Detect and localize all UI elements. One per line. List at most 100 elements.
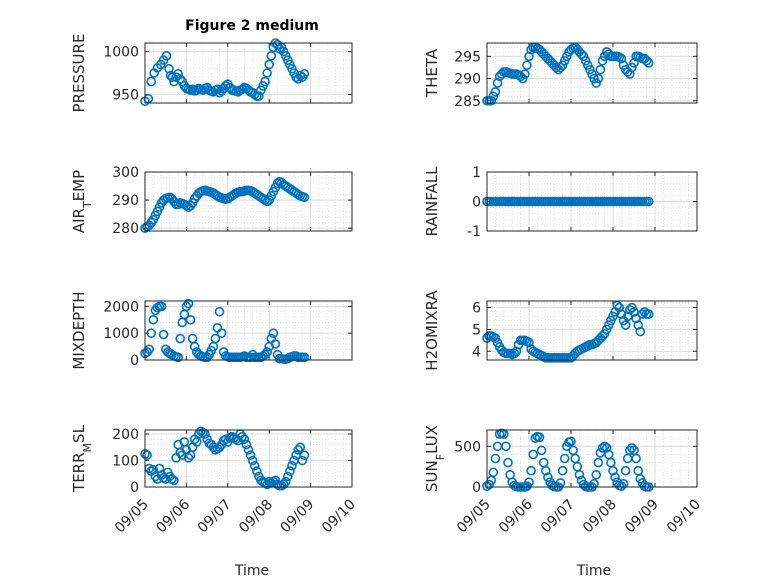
subplot-8-data-point	[559, 453, 570, 464]
subplot-2-data-point	[517, 73, 528, 84]
subplot-8-data-point	[501, 441, 511, 452]
subplot-7-data-point	[299, 450, 310, 460]
subplot-7-data-point	[283, 471, 293, 482]
subplot-5-y-tick-label: 0	[130, 353, 139, 369]
subplot-2-data-point	[557, 60, 568, 71]
subplot-2-data-point	[627, 62, 637, 73]
subplot-2-data-point	[578, 51, 589, 62]
subplot-5: 0 1000 2000 MIXDEPTH	[70, 291, 353, 370]
subplot-5-y-tick-label: 1000	[103, 326, 139, 342]
subplot-7-data-point	[280, 476, 291, 487]
subplot-2-data-point	[559, 55, 570, 66]
subplot-2-data-point	[519, 69, 530, 79]
subplot-6-data-point	[614, 302, 625, 313]
subplot-1-data-point	[175, 74, 185, 84]
subplot-8-data-point	[574, 469, 585, 480]
subplot-3-data-point	[299, 192, 310, 203]
subplot-1-y-tick-label: 1000	[103, 45, 139, 61]
subplot-2-data-point	[641, 55, 652, 66]
subplot-5-data-point	[173, 352, 183, 363]
subplot-8-y-tick-label: 0	[472, 480, 481, 496]
subplot-7-data-point	[287, 460, 297, 471]
subplot-7-data-point	[285, 466, 295, 476]
subplot-5-data-point	[181, 301, 192, 312]
subplot-7-data-point	[251, 466, 262, 476]
subplot-1-data-point	[266, 51, 277, 61]
subplot-2-data-point	[643, 58, 654, 68]
subplot-6: 4 5 6 H2OMIXRA	[423, 290, 698, 371]
subplot-3-y-tick-label: 300	[112, 165, 139, 181]
subplot-6-data-point	[631, 313, 641, 324]
subplot-8-data-point	[618, 478, 629, 489]
subplot-7-y-tick-label: 200	[112, 427, 139, 443]
subplot-2-data-point	[561, 51, 572, 62]
subplot-2-frame	[486, 42, 698, 104]
subplot-8-frame	[486, 429, 698, 488]
subplot-7-data-point	[237, 431, 248, 442]
subplot-4-data-point	[643, 196, 654, 207]
subplot-8-data-point	[616, 481, 627, 491]
subplot-8-data-point	[589, 478, 599, 489]
subplot-1-data-point	[146, 76, 157, 87]
subplot-7-data-point	[183, 453, 194, 463]
subplot-2-data-point	[595, 64, 606, 75]
subplot-6-frame	[486, 300, 698, 361]
subplot-3-data-point	[272, 178, 283, 189]
subplot-2-data-point	[593, 73, 604, 84]
subplot-5-data-point	[156, 301, 167, 312]
subplot-7-data-point	[214, 442, 225, 453]
subplot-8-data-point	[536, 445, 547, 456]
subplot-5-data-point	[299, 352, 310, 363]
subplot-2-data-point	[589, 73, 599, 84]
subplot-7-data-point	[245, 450, 256, 460]
subplot-2-data-point	[587, 69, 597, 79]
subplot-6-data-point	[643, 309, 654, 319]
subplot-7-data-point	[142, 450, 152, 460]
subplot-6-data-point	[622, 311, 633, 322]
subplot-8-data-point	[608, 465, 618, 476]
subplot-8-plot-area	[487, 430, 697, 487]
subplot-8-data-point	[597, 443, 608, 453]
subplot-5-data-point	[142, 347, 152, 357]
subplot-5-data-point	[183, 298, 194, 309]
subplot-7-data-point	[239, 434, 250, 445]
subplot-8-data-point	[557, 465, 568, 476]
subplot-5-data-point	[262, 347, 272, 357]
subplot-6-data-point	[620, 320, 631, 330]
subplot-1-data-point	[237, 84, 248, 95]
subplot-2-data-point	[591, 78, 602, 88]
subplot-8-data-point	[534, 432, 545, 443]
subplot-7-data-point	[169, 475, 179, 486]
subplot-4-y-axis-title: RAINFALL	[423, 166, 441, 237]
subplot-7-frame	[144, 429, 353, 488]
subplot-3-y-tick-label: 280	[112, 221, 139, 237]
subplot-1-data-point	[260, 76, 270, 87]
subplot-8-data-point	[543, 472, 553, 483]
subplot-1-data-point	[299, 69, 310, 79]
subplot-7-data-point	[293, 445, 303, 455]
subplot-6-y-axis-title: H2OMIXRA	[423, 290, 441, 371]
subplot-8-data-point	[488, 467, 499, 478]
subplot-8-data-point	[524, 477, 534, 487]
subplot-7-data-point	[278, 479, 289, 490]
subplot-1: 950 1000 PRESSURE	[70, 34, 353, 112]
subplot-8-data-point	[627, 443, 637, 453]
subplot-7-data-point	[148, 464, 159, 475]
subplot-5-data-point	[158, 329, 169, 340]
subplot-8-data-point	[624, 445, 635, 456]
subplot-8-data-point	[591, 469, 602, 480]
subplot-4: -1 0 1 RAINFALL	[423, 165, 698, 240]
subplot-6-y-tick-label: 6	[472, 301, 481, 317]
x-axis-title-left: Time	[234, 563, 269, 579]
subplot-7-data-point	[297, 455, 308, 466]
subplot-1-data-point	[173, 69, 183, 79]
subplot-2-data-point	[522, 60, 532, 71]
subplot-1-data-point	[164, 63, 174, 74]
subplot-6-y-tick-label: 4	[472, 344, 481, 360]
subplot-7-data-point	[243, 445, 254, 455]
subplot-7-y-axis-title: TERRMSL	[70, 424, 94, 493]
subplot-8-data-point	[540, 465, 551, 476]
subplot-1-frame	[144, 42, 353, 104]
subplot-5-data-point	[270, 339, 281, 349]
subplot-7-data-point	[241, 439, 252, 450]
